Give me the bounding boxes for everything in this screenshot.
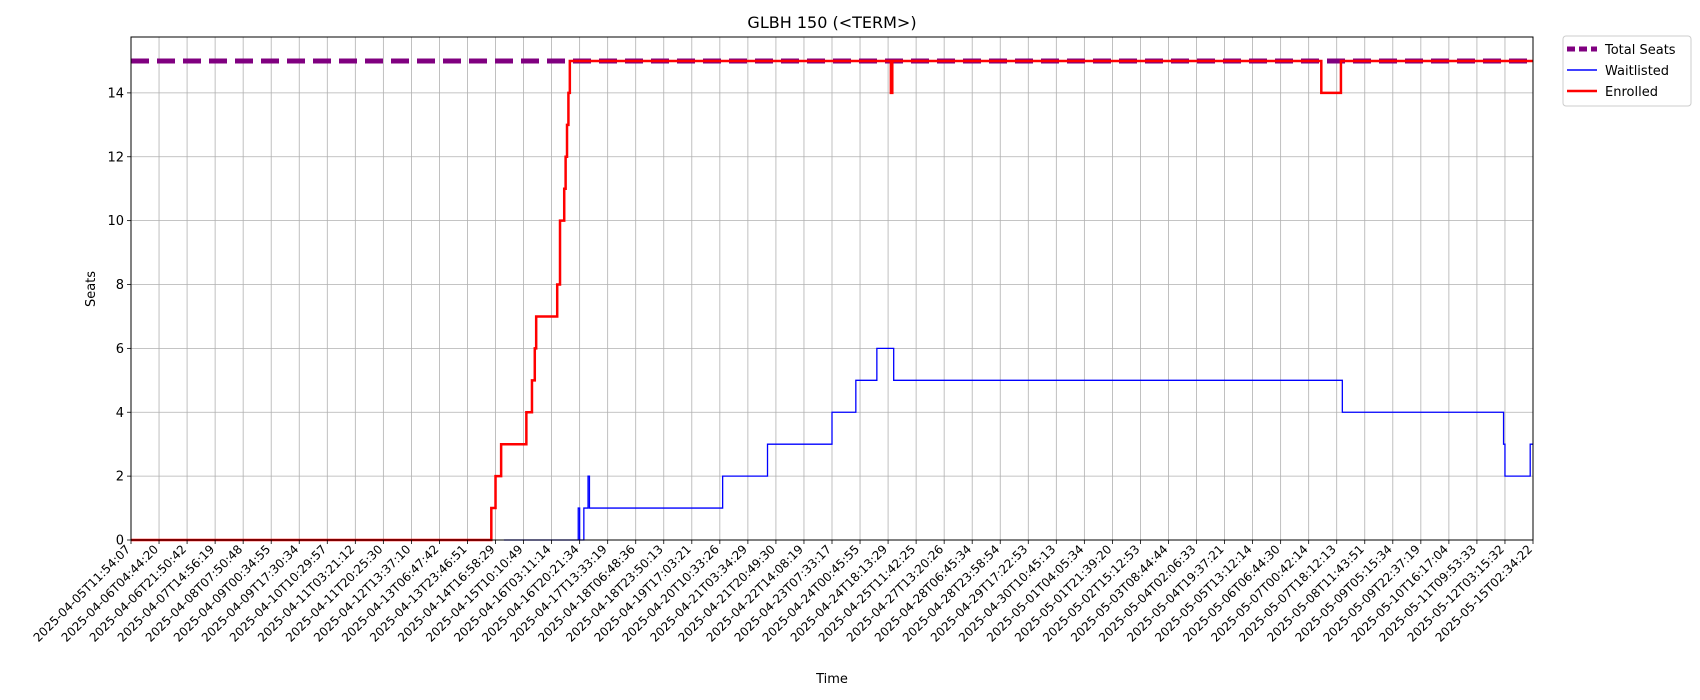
y-tick-label: 0 — [116, 534, 124, 549]
legend-label-enrolled: Enrolled — [1605, 85, 1658, 100]
y-tick-label: 10 — [107, 214, 124, 229]
y-tick-label: 8 — [116, 278, 124, 293]
y-tick-label: 12 — [107, 150, 124, 165]
series-line-waitlisted — [503, 347, 1533, 541]
legend-label-waitlisted: Waitlisted — [1605, 64, 1669, 79]
y-tick-label: 2 — [116, 470, 124, 485]
legend: Total Seats Waitlisted Enrolled — [1562, 35, 1692, 107]
y-tick-label: 6 — [116, 342, 124, 357]
series-line-enrolled — [131, 59, 1533, 542]
y-tick-label: 14 — [107, 86, 124, 101]
x-axis-label: Time — [815, 672, 848, 687]
y-axis: 0 2 4 6 8 10 12 14 — [107, 86, 131, 549]
series-layer — [131, 58, 1533, 542]
y-tick-label: 4 — [116, 406, 124, 421]
y-axis-label: Seats — [84, 271, 99, 307]
grid — [130, 37, 1534, 541]
chart-title: GLBH 150 (<TERM>) — [747, 13, 916, 32]
legend-label-total-seats: Total Seats — [1604, 43, 1676, 58]
legend-box — [1562, 35, 1692, 107]
